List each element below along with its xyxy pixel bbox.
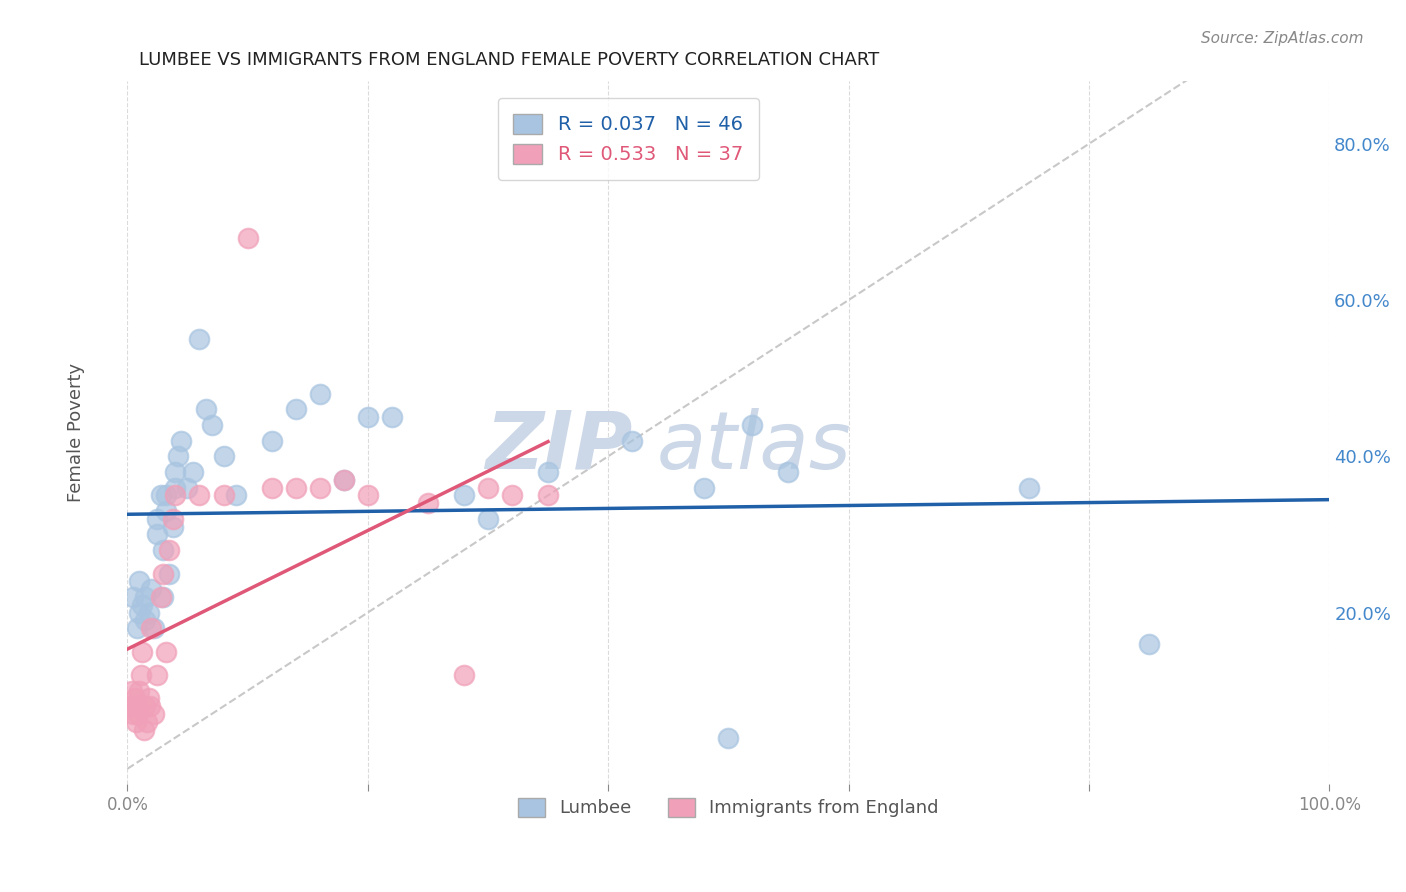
Point xyxy=(165,481,187,495)
Point xyxy=(741,418,763,433)
Point xyxy=(125,621,148,635)
Point xyxy=(159,566,181,581)
Point xyxy=(159,543,181,558)
Point xyxy=(127,707,149,722)
Point xyxy=(416,496,439,510)
Point xyxy=(131,645,153,659)
Point xyxy=(139,699,162,714)
Point xyxy=(150,590,173,604)
Point xyxy=(134,699,156,714)
Point xyxy=(146,527,169,541)
Point xyxy=(236,230,259,244)
Point xyxy=(212,450,235,464)
Point xyxy=(308,387,330,401)
Point xyxy=(537,488,560,502)
Point xyxy=(135,714,157,729)
Point xyxy=(165,465,187,479)
Point xyxy=(121,683,143,698)
Point xyxy=(284,402,307,417)
Legend: Lumbee, Immigrants from England: Lumbee, Immigrants from England xyxy=(510,791,946,824)
Point xyxy=(134,723,156,737)
Point xyxy=(170,434,193,448)
Point xyxy=(778,465,800,479)
Point xyxy=(124,691,146,706)
Point xyxy=(128,683,150,698)
Point xyxy=(183,465,205,479)
Point xyxy=(621,434,644,448)
Point xyxy=(453,488,475,502)
Point xyxy=(125,714,148,729)
Point xyxy=(1137,637,1160,651)
Point xyxy=(453,668,475,682)
Point xyxy=(146,512,169,526)
Point xyxy=(122,707,145,722)
Point xyxy=(194,402,217,417)
Point xyxy=(188,332,211,346)
Point xyxy=(477,512,499,526)
Point xyxy=(200,418,222,433)
Point xyxy=(357,488,380,502)
Point xyxy=(134,590,156,604)
Text: ZIP: ZIP xyxy=(485,408,633,486)
Text: Source: ZipAtlas.com: Source: ZipAtlas.com xyxy=(1201,31,1364,46)
Point xyxy=(146,668,169,682)
Point xyxy=(162,512,184,526)
Point xyxy=(128,574,150,589)
Point xyxy=(332,473,354,487)
Point xyxy=(165,488,187,502)
Point xyxy=(166,450,188,464)
Point xyxy=(141,582,163,596)
Text: LUMBEE VS IMMIGRANTS FROM ENGLAND FEMALE POVERTY CORRELATION CHART: LUMBEE VS IMMIGRANTS FROM ENGLAND FEMALE… xyxy=(139,51,880,69)
Y-axis label: Female Poverty: Female Poverty xyxy=(67,363,86,502)
Point xyxy=(188,488,211,502)
Point xyxy=(693,481,716,495)
Point xyxy=(308,481,330,495)
Point xyxy=(142,621,165,635)
Point xyxy=(131,598,153,612)
Point xyxy=(381,410,404,425)
Point xyxy=(128,606,150,620)
Point xyxy=(155,488,177,502)
Point xyxy=(122,590,145,604)
Point xyxy=(332,473,354,487)
Point xyxy=(225,488,247,502)
Point xyxy=(155,504,177,518)
Point xyxy=(162,519,184,533)
Point xyxy=(134,613,156,627)
Point xyxy=(1018,481,1040,495)
Point xyxy=(152,590,174,604)
Point xyxy=(284,481,307,495)
Point xyxy=(176,481,198,495)
Point xyxy=(138,691,160,706)
Point xyxy=(152,566,174,581)
Point xyxy=(717,731,740,745)
Point xyxy=(129,668,152,682)
Point xyxy=(212,488,235,502)
Point xyxy=(357,410,380,425)
Point xyxy=(260,481,283,495)
Point xyxy=(155,645,177,659)
Point xyxy=(477,481,499,495)
Point xyxy=(138,606,160,620)
Point xyxy=(141,621,163,635)
Text: atlas: atlas xyxy=(657,408,851,486)
Point xyxy=(118,699,141,714)
Point xyxy=(125,699,148,714)
Point xyxy=(142,707,165,722)
Point xyxy=(152,543,174,558)
Point xyxy=(150,488,173,502)
Point xyxy=(537,465,560,479)
Point xyxy=(260,434,283,448)
Point xyxy=(501,488,523,502)
